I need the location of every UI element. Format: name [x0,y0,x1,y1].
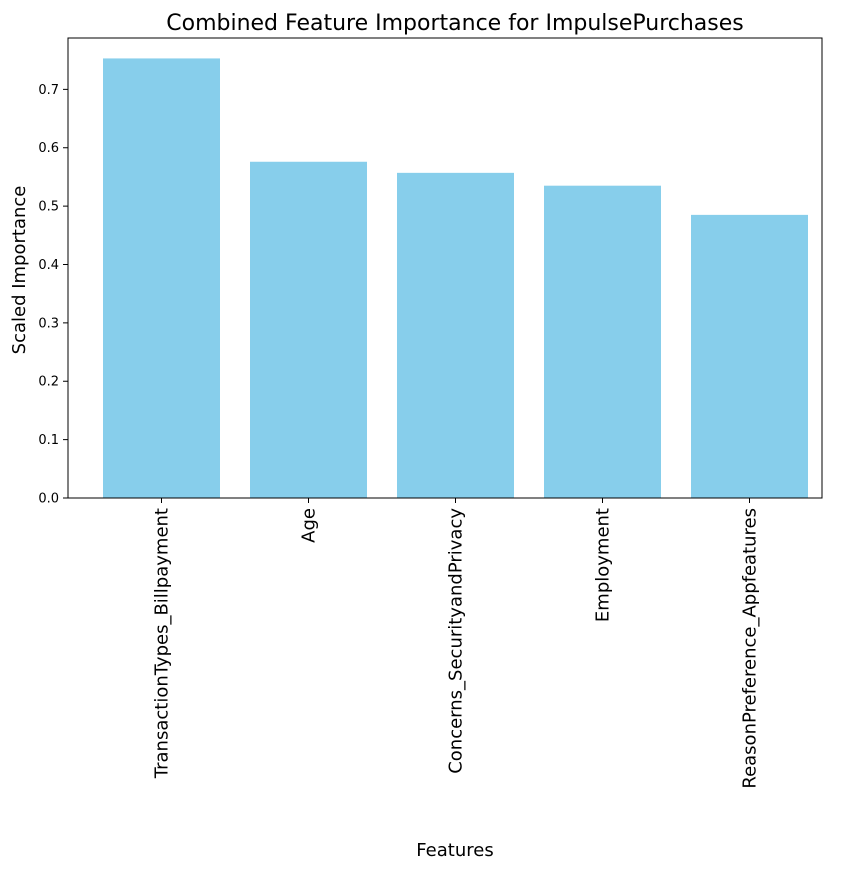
x-tick-label: Employment [593,508,614,622]
y-axis-label: Scaled Importance [9,186,30,355]
plot-frame [67,37,823,499]
y-tick-label: 0.6 [38,141,59,156]
y-tick-label: 0.7 [38,83,59,98]
x-tick-label: Age [299,508,320,543]
x-tick-label: ReasonPreference_Appfeatures [740,508,761,789]
x-tick-label: TransactionTypes_Billpayment [152,508,173,779]
x-axis: TransactionTypes_Billpayment Age Concerns_… [152,498,761,789]
x-tick-label: Concerns_SecurityandPrivacy [446,508,467,774]
chart-title: Combined Feature Importance for ImpulseP… [166,11,744,36]
bar-series [103,58,808,499]
bar [103,58,220,499]
y-tick-label: 0.0 [38,492,59,507]
y-tick-label: 0.1 [38,433,59,448]
y-tick-label: 0.2 [38,375,59,390]
x-axis-label: Features [416,840,493,861]
bar [250,161,367,498]
bar [397,172,514,498]
bar [544,185,661,498]
y-tick-label: 0.4 [38,258,59,273]
y-tick-label: 0.3 [38,316,59,331]
y-axis: 0.0 0.1 0.2 0.3 0.4 0.5 0.6 0.7 [38,83,68,507]
y-tick-label: 0.5 [38,200,59,215]
bar [691,214,808,498]
